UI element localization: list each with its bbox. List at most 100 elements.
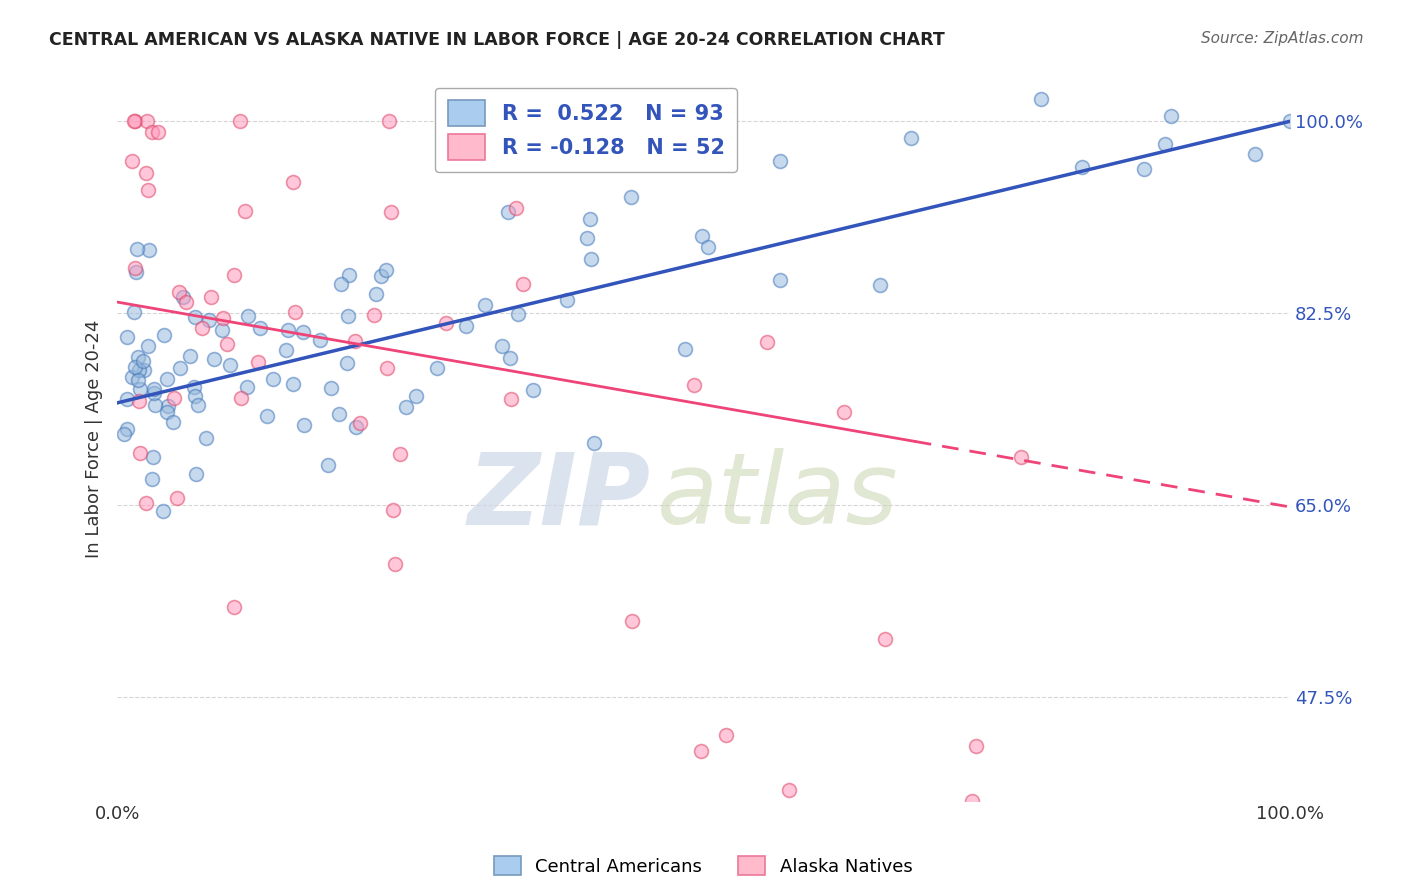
Point xyxy=(337,268,360,283)
Point xyxy=(136,339,159,353)
Point xyxy=(157,399,180,413)
Point xyxy=(378,114,401,128)
Point xyxy=(256,409,278,424)
Point xyxy=(125,242,148,256)
Point xyxy=(202,351,225,366)
Point xyxy=(1010,450,1032,464)
Point xyxy=(153,327,176,342)
Point xyxy=(620,614,643,628)
Point xyxy=(219,358,242,372)
Point xyxy=(127,350,149,364)
Point xyxy=(124,114,146,128)
Point xyxy=(138,243,160,257)
Point xyxy=(578,212,600,227)
Point xyxy=(962,794,984,808)
Point xyxy=(309,334,332,348)
Point xyxy=(127,373,149,387)
Point xyxy=(496,205,519,219)
Y-axis label: In Labor Force | Age 20-24: In Labor Force | Age 20-24 xyxy=(86,320,103,558)
Point xyxy=(233,203,256,218)
Point xyxy=(682,378,704,392)
Point xyxy=(142,450,165,465)
Point xyxy=(238,309,260,323)
Point xyxy=(128,446,150,460)
Point xyxy=(281,175,304,189)
Point xyxy=(328,407,350,421)
Point xyxy=(224,599,246,614)
Point xyxy=(215,337,238,351)
Point xyxy=(141,125,163,139)
Point xyxy=(156,372,179,386)
Point xyxy=(174,295,197,310)
Point xyxy=(281,377,304,392)
Point xyxy=(505,201,527,215)
Point xyxy=(316,458,339,473)
Point xyxy=(380,205,402,219)
Point xyxy=(121,154,143,169)
Point xyxy=(124,114,146,128)
Point xyxy=(900,131,922,145)
Point xyxy=(291,325,314,339)
Text: CENTRAL AMERICAN VS ALASKA NATIVE IN LABOR FORCE | AGE 20-24 CORRELATION CHART: CENTRAL AMERICAN VS ALASKA NATIVE IN LAB… xyxy=(49,31,945,49)
Point xyxy=(395,400,418,414)
Point xyxy=(191,321,214,335)
Point xyxy=(224,268,246,282)
Point xyxy=(229,114,252,128)
Point xyxy=(186,467,208,481)
Point xyxy=(690,744,713,758)
Point xyxy=(620,190,643,204)
Point xyxy=(499,351,522,365)
Text: Source: ZipAtlas.com: Source: ZipAtlas.com xyxy=(1201,31,1364,46)
Point xyxy=(769,153,792,168)
Point xyxy=(363,308,385,322)
Point xyxy=(129,382,152,396)
Point xyxy=(374,263,396,277)
Point xyxy=(229,391,252,405)
Point xyxy=(292,418,315,433)
Point xyxy=(274,343,297,357)
Point xyxy=(1279,114,1302,128)
Legend: Central Americans, Alaska Natives: Central Americans, Alaska Natives xyxy=(486,849,920,883)
Point xyxy=(135,114,157,128)
Point xyxy=(148,125,170,139)
Point xyxy=(179,349,201,363)
Point xyxy=(169,285,191,300)
Point xyxy=(769,273,792,287)
Point xyxy=(344,334,367,349)
Point xyxy=(162,415,184,429)
Point xyxy=(426,361,449,376)
Point xyxy=(370,268,392,283)
Point xyxy=(869,277,891,292)
Point xyxy=(454,319,477,334)
Point xyxy=(491,339,513,353)
Text: ZIP: ZIP xyxy=(468,449,651,545)
Point xyxy=(184,389,207,403)
Point xyxy=(697,240,720,254)
Point xyxy=(197,313,219,327)
Point xyxy=(115,422,138,436)
Point xyxy=(115,330,138,344)
Point xyxy=(162,392,184,406)
Point xyxy=(121,370,143,384)
Point xyxy=(152,503,174,517)
Point xyxy=(1153,136,1175,151)
Point xyxy=(834,405,856,419)
Point xyxy=(211,323,233,337)
Point xyxy=(755,334,778,349)
Point xyxy=(143,382,166,396)
Point xyxy=(576,231,599,245)
Point xyxy=(474,298,496,312)
Point xyxy=(873,632,896,647)
Point xyxy=(138,183,160,197)
Point xyxy=(124,359,146,374)
Point xyxy=(321,380,343,394)
Point xyxy=(384,557,406,571)
Point xyxy=(128,363,150,377)
Point xyxy=(714,728,737,742)
Point xyxy=(184,310,207,325)
Point xyxy=(506,307,529,321)
Point xyxy=(134,363,156,377)
Point xyxy=(405,389,427,403)
Point xyxy=(1133,161,1156,176)
Point xyxy=(112,427,135,442)
